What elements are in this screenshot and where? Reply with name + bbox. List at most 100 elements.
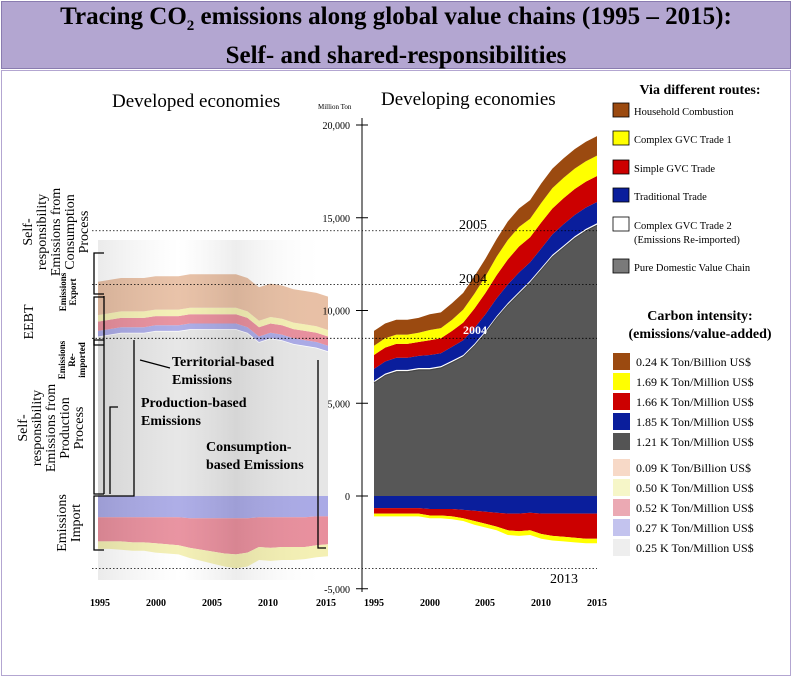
- x-tick-label-developed: 2000: [146, 598, 166, 609]
- y-tick-label: 20,000: [323, 121, 351, 132]
- legend-route-label: Complex GVC Trade 2: [634, 221, 732, 232]
- legend-intensity-label: 1.85 K Ton/Million US$: [636, 415, 754, 429]
- legend-intensity-swatch: [613, 373, 630, 390]
- legend-intensity-label: 0.27 K Ton/Million US$: [636, 521, 754, 535]
- legend-intensity-label: 0.52 K Ton/Million US$: [636, 501, 754, 515]
- label-emissions-export-line: Emissions: [58, 272, 68, 311]
- label-eebt: EEBT: [22, 304, 37, 339]
- legend-intensity-swatch: [613, 519, 630, 536]
- legend: Via different routes: Household Combustio…: [612, 83, 772, 556]
- x-tick-label-developing: 1995: [364, 598, 384, 609]
- label-self-production-line: Production: [58, 397, 73, 458]
- developing-area-simple: [374, 176, 597, 369]
- bracket-import: [93, 495, 104, 551]
- developing-area-complex1: [374, 155, 597, 355]
- legend-intensity-swatch: [613, 539, 630, 556]
- legend-intensity-swatch: [613, 499, 630, 516]
- label-emissions-reimported: Emissions Re-imported: [57, 340, 87, 379]
- y-tick-label: 5,000: [328, 399, 351, 410]
- x-tick-label-developing: 2010: [531, 598, 551, 609]
- legend-intensity-label: 0.50 K Ton/Million US$: [636, 481, 754, 495]
- x-tick-label-developed: 2010: [258, 598, 278, 609]
- label-self-consumption-line: Emissions from: [49, 188, 64, 276]
- bracket-territorial: [104, 340, 135, 497]
- label-emissions-import-line: Import: [69, 504, 84, 542]
- chart-title-line1: Tracing CO2 emissions along global value…: [60, 3, 732, 34]
- legend-route-label: Household Combustion: [634, 107, 734, 118]
- brackets: [93, 252, 326, 551]
- legend-route-swatch: [612, 187, 630, 203]
- axes: 20,000 15,000 10,000 5,000 0 -5,000 1995 1995 20…: [90, 118, 607, 609]
- developed-shading: [98, 240, 328, 580]
- developing-area-household: [374, 136, 597, 346]
- label-emissions-export-line: Export: [68, 278, 78, 305]
- label-self-production-line: Self-: [16, 414, 31, 442]
- legend-route-label: Pure Domestic Value Chain: [634, 263, 751, 274]
- legend-intensity-label: 0.09 K Ton/Billion US$: [636, 461, 751, 475]
- legend-intensity-swatch: [613, 393, 630, 410]
- label-self-production-line: Process: [72, 407, 87, 450]
- legend-intensity-label: 1.69 K Ton/Million US$: [636, 375, 754, 389]
- chart-title-line2: Self- and shared-responsibilities: [225, 42, 567, 69]
- panel-title-developed: Developed economies: [112, 91, 280, 112]
- annotation-2004-upper: 2004: [459, 272, 487, 287]
- legend-intensity-swatch: [613, 479, 630, 496]
- label-emissions-reimported-line: Emissions: [57, 340, 67, 379]
- legend-intensity-label: 0.24 K Ton/Billion US$: [636, 355, 751, 369]
- y-tick-label: 15,000: [323, 214, 351, 225]
- inner-labels: Territorial-based Emissions Production-b…: [141, 355, 304, 473]
- territorial-label-1: Territorial-based: [172, 355, 274, 370]
- x-tick-label-developing: 2000: [420, 598, 440, 609]
- y-tick-label: -5,000: [324, 585, 350, 596]
- x-tick-label-developed: 2005: [202, 598, 222, 609]
- bracket-territorial-link: [139, 359, 171, 369]
- label-emissions-export: Emissions Export: [58, 272, 78, 311]
- legend-route-swatch: [612, 258, 630, 274]
- annotation-2005: 2005: [459, 218, 487, 233]
- y-tick-label: 0: [345, 492, 350, 503]
- label-self-consumption-line: Process: [77, 211, 92, 254]
- consumption-label-2: based Emissions: [206, 458, 304, 473]
- production-label-1: Production-based: [141, 396, 247, 411]
- legend-intensity-swatch: [613, 459, 630, 476]
- legend-intensity-label: 1.66 K Ton/Million US$: [636, 395, 754, 409]
- developing-import-area-simple: [374, 508, 597, 539]
- y-tick-label: 10,000: [323, 307, 351, 318]
- label-self-consumption-line: Consumption: [63, 194, 78, 269]
- label-emissions-import: Emissions Import: [55, 494, 84, 552]
- label-emissions-reimported-line: Re-: [67, 353, 77, 367]
- legend-intensity-label: 0.25 K Ton/Million US$: [636, 541, 754, 555]
- bracket-eebt: [93, 296, 104, 346]
- legend-route-label: Simple GVC Trade: [634, 164, 715, 175]
- legend-route-sublabel: (Emissions Re-imported): [634, 235, 740, 246]
- legend-intensity-heading: (emissions/value-added): [628, 327, 771, 342]
- label-emissions-reimported-line: imported: [77, 342, 87, 378]
- label-self-consumption: Self-responsibility Emissions from Consump…: [21, 188, 92, 276]
- bracket-consumption-based: [317, 360, 326, 549]
- developing-area-pure: [374, 223, 597, 497]
- territorial-label-2: Emissions: [172, 373, 232, 388]
- developed-areas: [97, 240, 329, 580]
- legend-intensity-swatch: [613, 413, 630, 430]
- legend-route-swatch: [612, 159, 630, 175]
- legend-intensity-heading: Carbon intensity:: [647, 309, 752, 324]
- x-tick-label-developed: 1995: [90, 598, 110, 609]
- developing-area-traditional: [374, 202, 597, 381]
- label-self-production-line: responsibility: [30, 390, 45, 466]
- production-label-2: Emissions: [141, 414, 201, 429]
- label-self-consumption-line: responsibility: [35, 194, 50, 270]
- annotation-2013: 2013: [550, 572, 578, 587]
- x-tick-label-developed: 2015: [316, 598, 336, 609]
- units-label: Million Ton: [318, 103, 352, 111]
- developing-import-area-traditional: [374, 496, 597, 514]
- legend-route-label: Complex GVC Trade 1: [634, 135, 732, 146]
- legend-intensity-swatch: [613, 433, 630, 450]
- legend-route-swatch: [612, 102, 630, 118]
- legend-routes-heading: Via different routes:: [639, 83, 760, 98]
- bracket-production-arrow: [109, 406, 118, 494]
- legend-route-label: Traditional Trade: [634, 192, 707, 203]
- legend-intensity-swatch: [613, 353, 630, 370]
- developing-areas: [373, 136, 598, 544]
- bracket-consumption-self: [93, 252, 104, 295]
- annotation-2004-lower: 2004: [463, 323, 487, 337]
